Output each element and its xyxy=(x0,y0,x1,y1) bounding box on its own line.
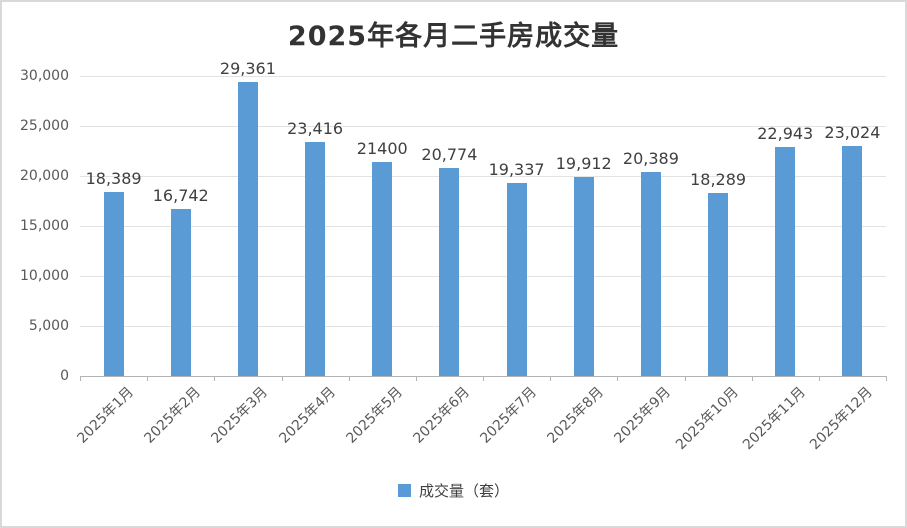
x-axis-tick xyxy=(886,376,887,381)
x-tick-label: 2025年5月 xyxy=(343,384,406,447)
bar xyxy=(573,176,594,376)
x-tick-label: 2025年2月 xyxy=(141,384,205,447)
x-tick-label: 2025年7月 xyxy=(477,384,541,447)
x-axis-tick xyxy=(348,376,350,381)
bar-value-label: 22,943 xyxy=(757,123,814,143)
x-axis-tick xyxy=(415,376,417,381)
x-axis-tick xyxy=(147,376,149,381)
bar xyxy=(372,162,393,376)
x-axis-tick xyxy=(550,376,552,381)
x-tick-label: 2025年8月 xyxy=(544,384,608,447)
bar-value-label: 23,416 xyxy=(287,118,344,138)
bar-value-label: 20,774 xyxy=(421,145,478,165)
legend: 成交量（套） xyxy=(2,480,905,501)
plot-area xyxy=(80,76,886,376)
x-axis-tick xyxy=(617,376,619,381)
bar xyxy=(439,168,460,376)
bar xyxy=(842,145,863,376)
bar-value-label: 29,361 xyxy=(219,59,276,79)
x-tick-label: 2025年11月 xyxy=(739,384,809,454)
bar-value-label: 19,912 xyxy=(555,153,612,173)
y-tick-label: 5,000 xyxy=(28,318,69,334)
x-tick-label: 2025年1月 xyxy=(74,384,138,447)
gridline xyxy=(80,276,886,277)
y-tick-label: 20,000 xyxy=(20,168,69,184)
y-tick-label: 25,000 xyxy=(20,118,69,134)
bar xyxy=(103,192,124,376)
bar xyxy=(506,182,527,376)
x-tick-label: 2025年10月 xyxy=(672,384,742,454)
bar xyxy=(237,82,258,376)
gridline xyxy=(80,326,886,327)
gridline xyxy=(80,126,886,127)
bar xyxy=(708,193,729,376)
x-axis-tick xyxy=(818,376,820,381)
gridline xyxy=(80,176,886,177)
x-axis-tick xyxy=(751,376,753,381)
legend-color-swatch xyxy=(397,484,411,497)
bar xyxy=(170,208,191,376)
bar-value-label: 18,389 xyxy=(85,169,142,189)
bar xyxy=(640,172,661,376)
x-tick-label: 2025年6月 xyxy=(410,384,473,447)
gridline xyxy=(80,226,886,227)
x-tick-label: 2025年3月 xyxy=(208,384,272,447)
x-axis-tick xyxy=(684,376,686,381)
x-axis-tick xyxy=(214,376,216,381)
x-axis-tick xyxy=(80,376,81,381)
y-tick-label: 15,000 xyxy=(20,218,69,234)
bar-value-label: 19,337 xyxy=(488,159,545,179)
legend-label: 成交量（套） xyxy=(418,482,509,500)
chart-title: 2025年各月二手房成交量 xyxy=(287,21,620,52)
y-tick-label: 30,000 xyxy=(20,68,69,84)
bar xyxy=(305,141,326,376)
bar-value-label: 20,389 xyxy=(622,149,679,169)
x-axis-tick xyxy=(483,376,484,381)
bar-value-label: 21400 xyxy=(356,139,408,158)
bar-value-label: 23,024 xyxy=(824,122,881,142)
y-tick-label: 10,000 xyxy=(20,268,69,284)
x-tick-label: 2025年12月 xyxy=(806,384,876,454)
x-axis-tick xyxy=(281,376,283,381)
bar-value-label: 16,742 xyxy=(152,185,209,205)
x-tick-label: 2025年4月 xyxy=(275,384,339,447)
y-tick-label: 0 xyxy=(60,368,69,384)
x-tick-label: 2025年9月 xyxy=(611,384,675,447)
gridline xyxy=(80,76,886,77)
bar-value-label: 18,289 xyxy=(690,170,747,190)
bar xyxy=(775,146,796,376)
